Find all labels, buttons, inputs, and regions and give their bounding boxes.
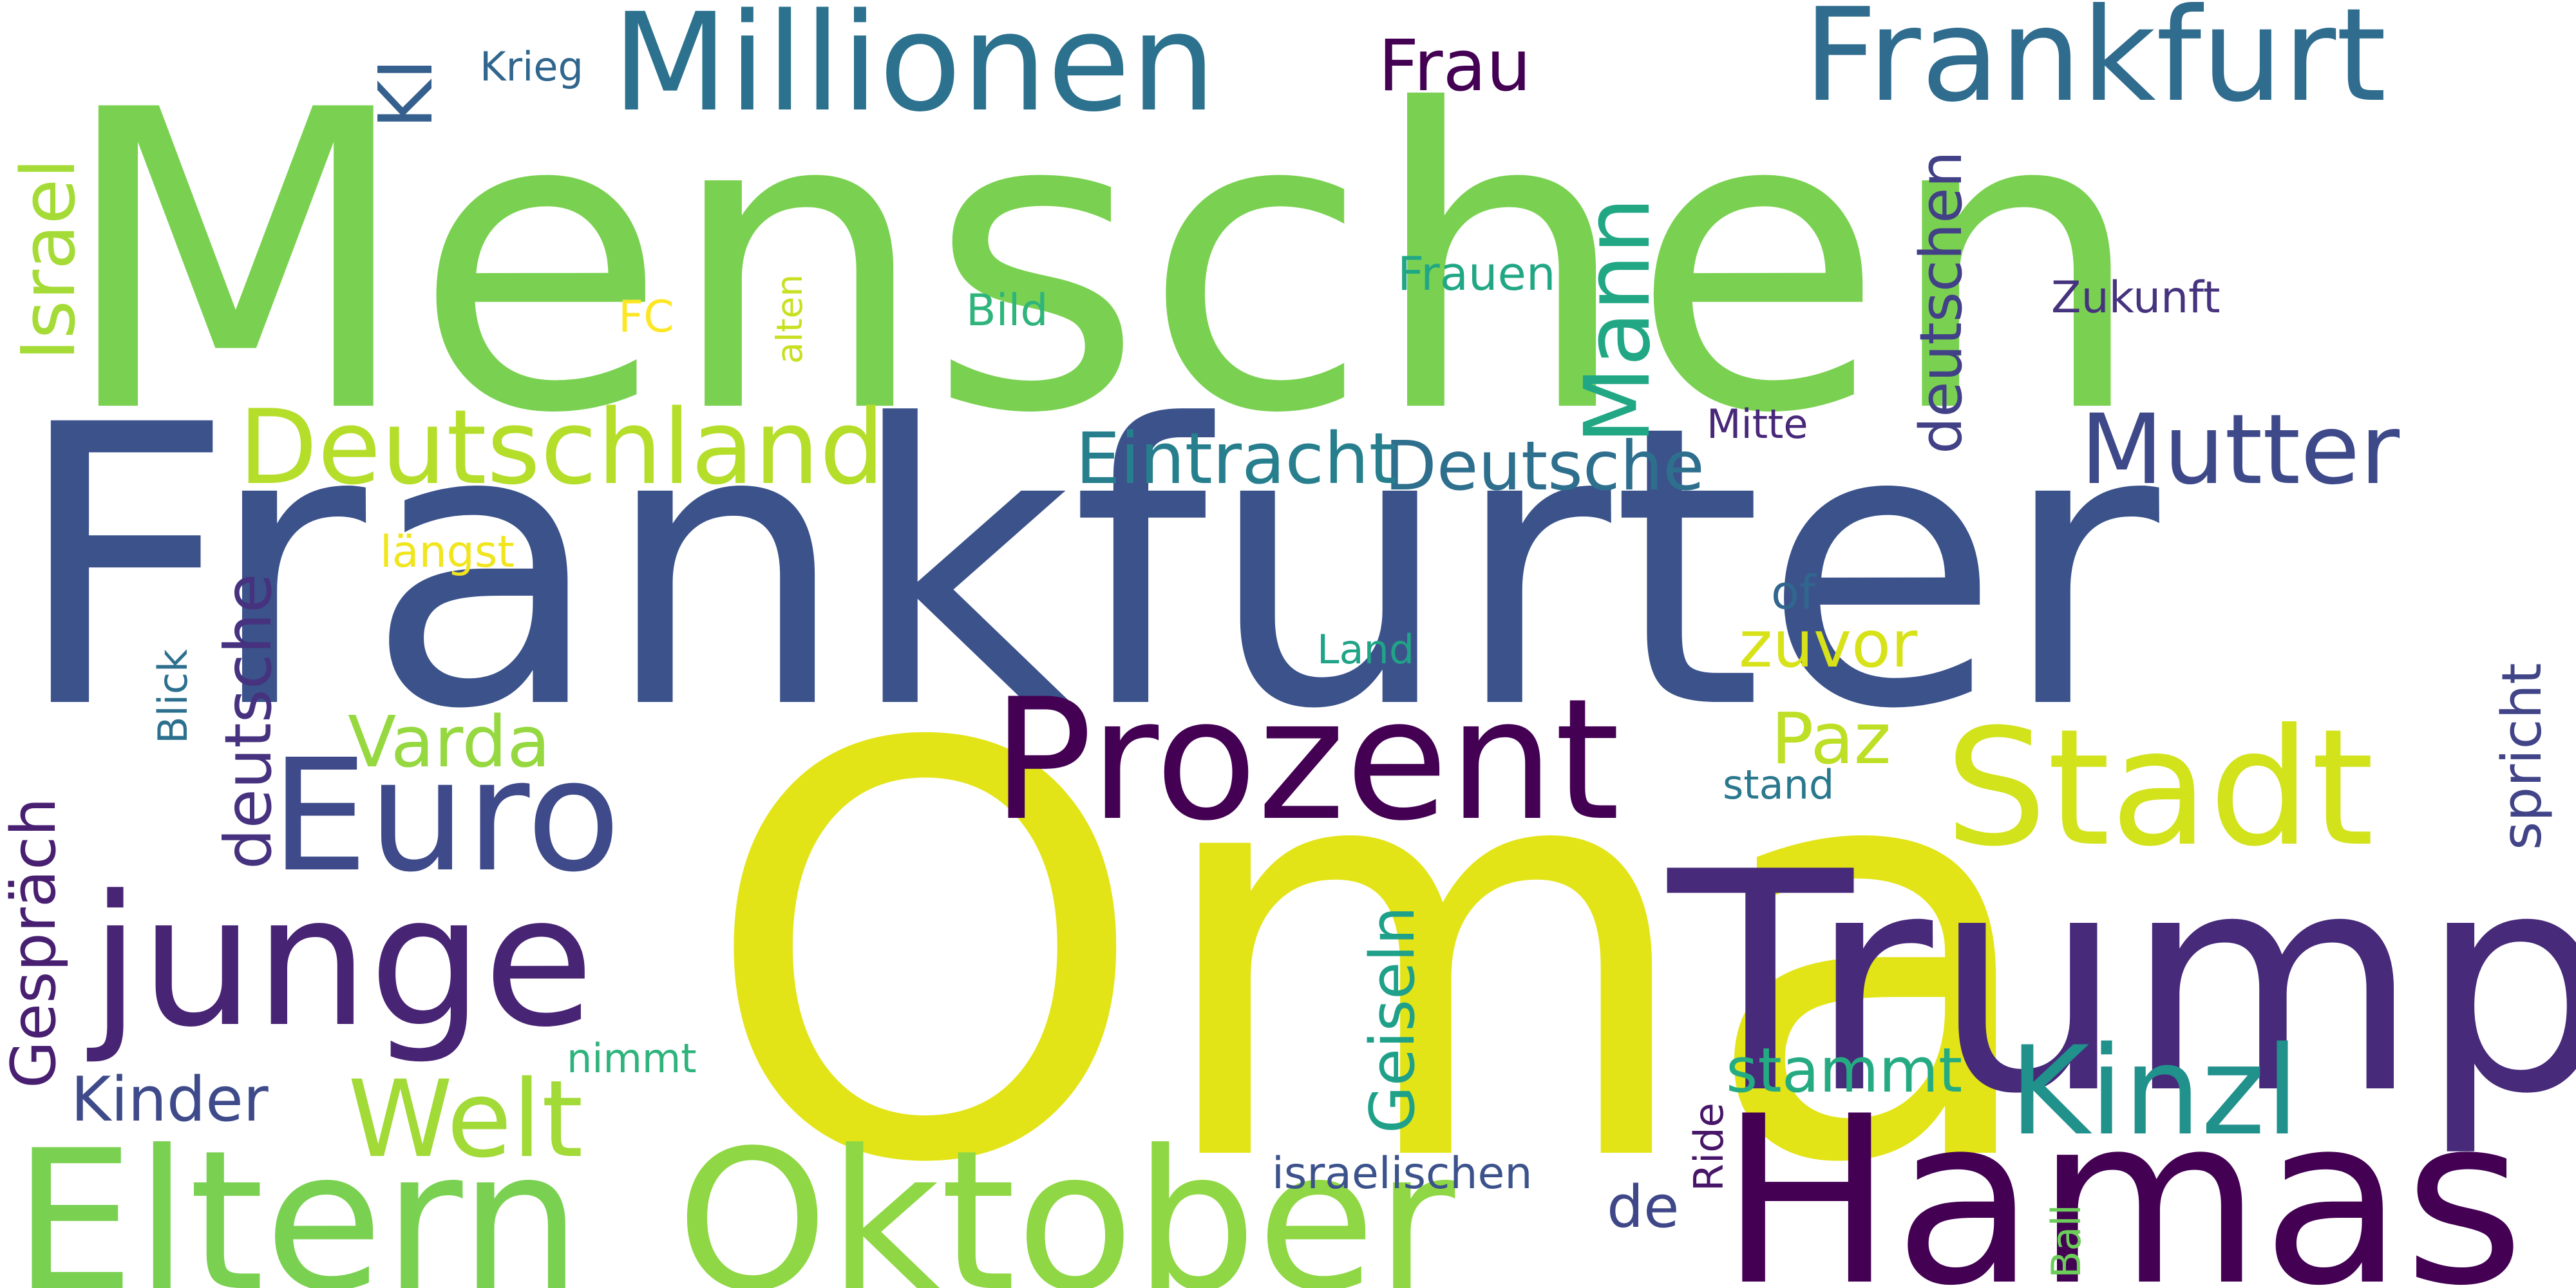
word-welt: Kinzl [2009,1020,2299,1162]
word-deutschen: deutschen [1908,151,1975,454]
word-blick: Blick [149,649,196,744]
word-krieg: Krieg [480,43,583,90]
word-mutter: Mann [1566,197,1671,444]
word-nimmt: nimmt [567,1035,697,1082]
word-of: of [1771,565,1817,620]
word-oma: Oma [702,627,2047,1287]
word-mitte: Mitte [1707,401,1808,448]
word-stammt: stammt [1726,1036,1962,1106]
word-frankfurter: Frankfurter [13,343,2163,793]
word-deutschland: Deutschland [238,387,885,507]
word-israel: Israel [6,158,92,361]
word-frau: Eintracht [1075,417,1397,500]
word-de: de [1607,1173,1680,1241]
word-laengst: längst [380,527,515,578]
word-eltern: Eltern [13,1109,582,1288]
word-eintracht: Deutsche [1385,427,1705,506]
word-mann: Frau [1378,24,1531,107]
word-menschen: Menschen [58,23,2146,503]
word-kinder: Kinder [71,1065,269,1135]
word-zuvor: zuvor [1739,607,1918,682]
word-israelischen: israelischen [1272,1148,1532,1199]
word-oktober: Oktober [676,1109,1457,1288]
word-junge: junge [84,857,594,1067]
word-spricht: spricht [2490,663,2554,850]
word-ride: Ride [1685,1103,1732,1191]
word-deutsche-caps: Varda [348,701,551,783]
word-zukunft: Zukunft [2051,272,2221,323]
word-frankfurt: Frankfurt [1803,0,2387,131]
word-geiseln: Geiseln [1358,906,1428,1133]
word-deutsche-lower: deutsche [211,573,286,869]
word-stand: stand [1723,761,1834,808]
word-prozent: Prozent [992,663,1620,858]
word-paz: Paz [1771,697,1891,780]
word-stadt: Stadt [1945,694,2374,882]
word-euro: Euro [270,726,621,906]
word-ki: KI [363,59,450,129]
word-kinzl: Mutter [2080,394,2400,506]
word-varda: Welt [348,1057,583,1181]
word-hamas: Hamas [1719,1066,2524,1288]
word-millionen: Millionen [612,0,1216,142]
word-trump: Trump [1663,808,2576,1160]
word-bild: Bild [966,285,1048,336]
word-alten: alten [769,274,810,364]
word-gespraech: Gespräch [0,797,70,1088]
word-ball: Ball [2043,1204,2090,1278]
word-fc: FC [618,292,674,343]
word-land: Land [1317,626,1414,673]
word-frauen: Frauen [1397,247,1555,301]
